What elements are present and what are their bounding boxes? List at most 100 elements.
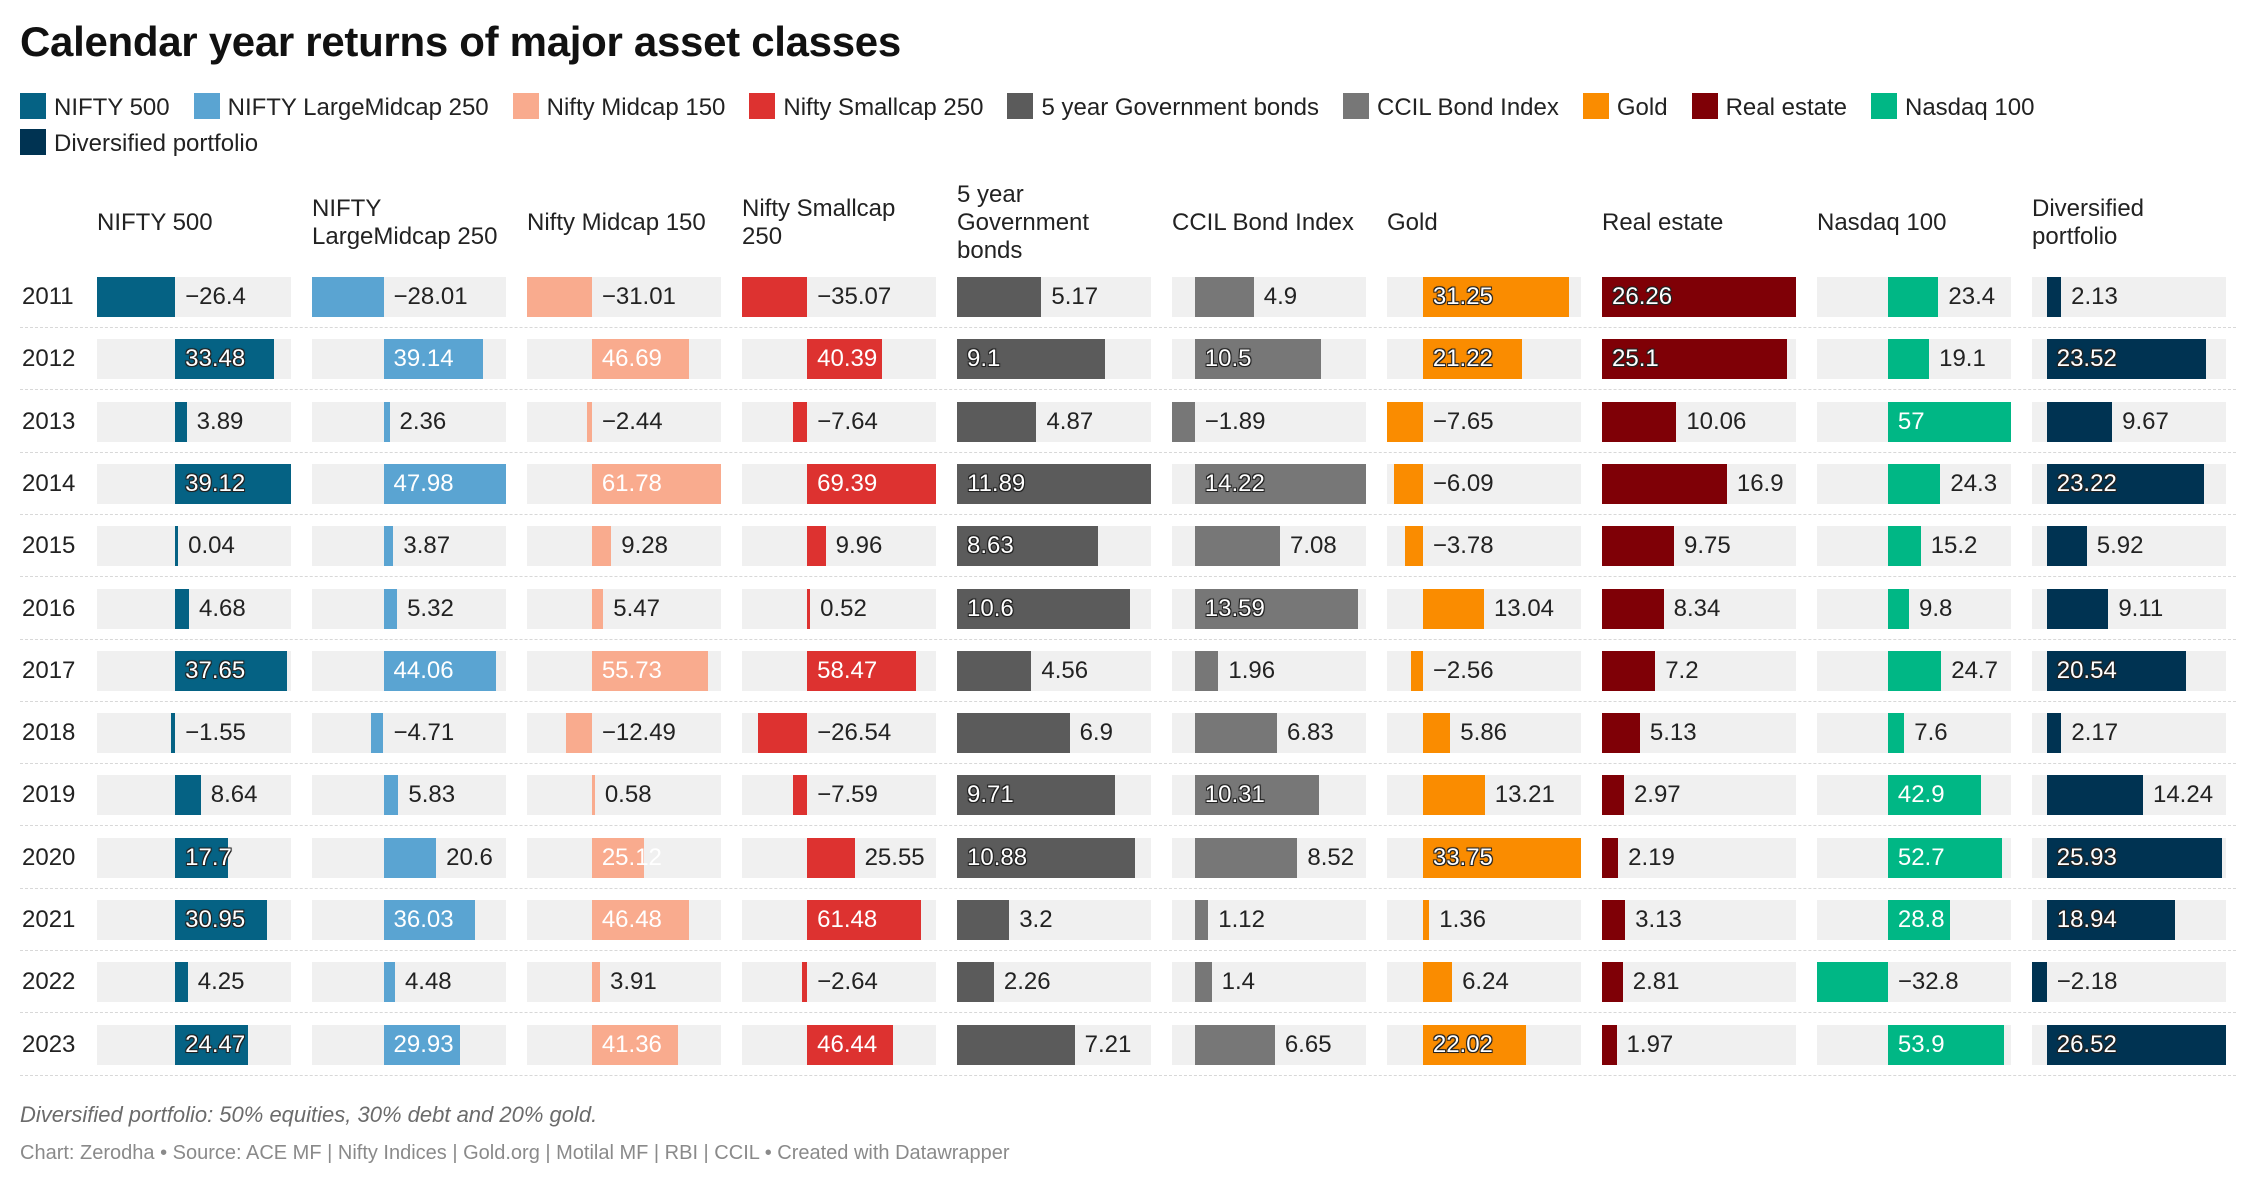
value-label: 44.06	[393, 656, 454, 684]
bar-real-estate-2021	[1602, 900, 1626, 940]
legend-label: CCIL Bond Index	[1376, 94, 1559, 121]
cell-background	[1602, 962, 1796, 1003]
bar-gold-2012	[1422, 339, 1523, 380]
column-header-nasdaq-100: Nasdaq 100	[1817, 209, 1947, 236]
cell-background	[312, 713, 506, 754]
value-label: 8.34	[1673, 594, 1721, 622]
bar-nasdaq-100-2014	[1887, 463, 1941, 504]
value-label: 5.92	[2096, 532, 2144, 560]
bar-nifty-midcap-150-2021	[591, 900, 689, 940]
value-label: 25.93	[2056, 843, 2117, 871]
value-label: −7.59	[817, 781, 878, 809]
value-label: 26.26	[1612, 283, 1673, 310]
cell-background	[1387, 588, 1581, 629]
bar-ccil-bond-index-2023	[1194, 1024, 1275, 1065]
bar-gold-2023	[1422, 1024, 1527, 1065]
bar-real-estate-2011	[1602, 277, 1796, 317]
cell-background	[97, 588, 291, 629]
value-label: 6.24	[1462, 968, 1509, 996]
bar-diversified-portfolio-2022	[2032, 962, 2047, 1003]
value-label: 26.52	[2056, 1030, 2117, 1058]
cell-background	[1387, 900, 1581, 940]
value-label: 7.08	[1290, 532, 1337, 560]
bar-diversified-portfolio-2019	[2046, 775, 2143, 816]
value-label: 9.67	[2122, 407, 2169, 435]
bar-ccil-bond-index-2011	[1194, 277, 1254, 317]
bar-nifty-largemidcap-250-2021	[383, 900, 476, 940]
year-label: 2012	[22, 345, 76, 373]
bar-diversified-portfolio-2012	[2046, 339, 2206, 380]
value-label: 3.91	[610, 968, 657, 996]
value-label: 9.75	[1684, 532, 1731, 560]
value-label: 8.64	[210, 781, 258, 809]
bar-gold-2015	[1405, 526, 1423, 567]
legend-item-nifty-smallcap-250: Nifty Smallcap 250	[749, 90, 983, 126]
value-label: 33.48	[185, 345, 246, 373]
bar-gold-2016	[1422, 588, 1484, 629]
value-label: 31.25	[1432, 283, 1493, 310]
value-label: 5.86	[1460, 719, 1508, 747]
bar-gold-2013	[1387, 401, 1423, 442]
value-label: 28.8	[1897, 906, 1945, 933]
bar-nifty-largemidcap-250-2019	[383, 775, 399, 816]
value-label: 25.12	[601, 843, 662, 871]
bar-5-year-government-bonds-2016	[957, 588, 1130, 629]
bar-nifty-smallcap-250-2018	[757, 713, 808, 754]
value-label: 61.78	[601, 469, 662, 497]
bar-diversified-portfolio-2023	[2046, 1024, 2226, 1065]
bar-diversified-portfolio-2021	[2046, 900, 2175, 940]
bar-nifty-largemidcap-250-2017	[383, 650, 496, 691]
bar-nifty-smallcap-250-2019	[793, 775, 808, 816]
bar-nifty-500-2018	[170, 713, 176, 754]
cell-background	[312, 962, 506, 1003]
bar-nifty-largemidcap-250-2022	[383, 962, 395, 1003]
bar-5-year-government-bonds-2017	[957, 650, 1032, 691]
bar-nifty-500-2019	[175, 775, 201, 816]
legend: NIFTY 500 NIFTY LargeMidcap 250 Nifty Midc…	[20, 90, 2220, 162]
cell-background	[742, 401, 936, 442]
legend-label: Nifty Smallcap 250	[783, 94, 984, 121]
value-label: 5.32	[407, 594, 454, 622]
legend-swatch	[1342, 93, 1369, 119]
cell-background	[742, 526, 936, 567]
bar-nasdaq-100-2011	[1887, 277, 1939, 317]
value-label: −1.55	[185, 719, 246, 747]
year-label: 2011	[22, 283, 74, 310]
value-label: 13.04	[1493, 594, 1555, 622]
legend-item-gold: Gold	[1582, 90, 1668, 126]
bar-nifty-smallcap-250-2015	[807, 526, 826, 567]
legend-item-nifty-largemidcap-250: NIFTY LargeMidcap 250	[193, 90, 489, 126]
bar-nasdaq-100-2021	[1887, 900, 1951, 940]
bar-nifty-largemidcap-250-2015	[383, 526, 394, 567]
value-label: 4.68	[199, 594, 246, 622]
legend-label: NIFTY 500	[54, 94, 170, 121]
value-label: −1.89	[1204, 407, 1266, 435]
column-header-nifty-midcap-150: Nifty Midcap 150	[527, 209, 706, 236]
value-label: −7.64	[817, 407, 878, 435]
bar-nifty-largemidcap-250-2023	[383, 1024, 460, 1065]
value-label: 61.48	[817, 906, 878, 933]
bar-nifty-smallcap-250-2016	[807, 588, 811, 629]
bar-nifty-midcap-150-2012	[591, 339, 690, 380]
value-label: 69.39	[817, 469, 878, 497]
row-separator	[20, 700, 2236, 702]
row-separator	[20, 763, 2236, 765]
value-label: 19.1	[1939, 345, 1986, 373]
value-label: 21.22	[1432, 345, 1493, 373]
column-header-nifty-smallcap-250: Nifty Smallcap 250	[742, 195, 896, 250]
cell-background	[527, 962, 721, 1003]
legend-swatch	[512, 93, 539, 119]
bar-nifty-smallcap-250-2012	[807, 339, 883, 380]
bar-nifty-smallcap-250-2011	[742, 277, 808, 317]
value-label: 20.6	[446, 843, 493, 871]
value-label: 6.83	[1287, 719, 1334, 747]
row-separator	[20, 638, 2236, 640]
legend-label: Gold	[1616, 94, 1668, 121]
year-label: 2023	[22, 1030, 76, 1058]
bar-nasdaq-100-2019	[1887, 775, 1981, 816]
year-label: 2019	[22, 781, 76, 809]
value-label: 9.71	[967, 781, 1014, 809]
cell-background	[312, 775, 506, 816]
legend-label: Real estate	[1725, 94, 1847, 121]
bar-nasdaq-100-2013	[1887, 401, 2011, 442]
